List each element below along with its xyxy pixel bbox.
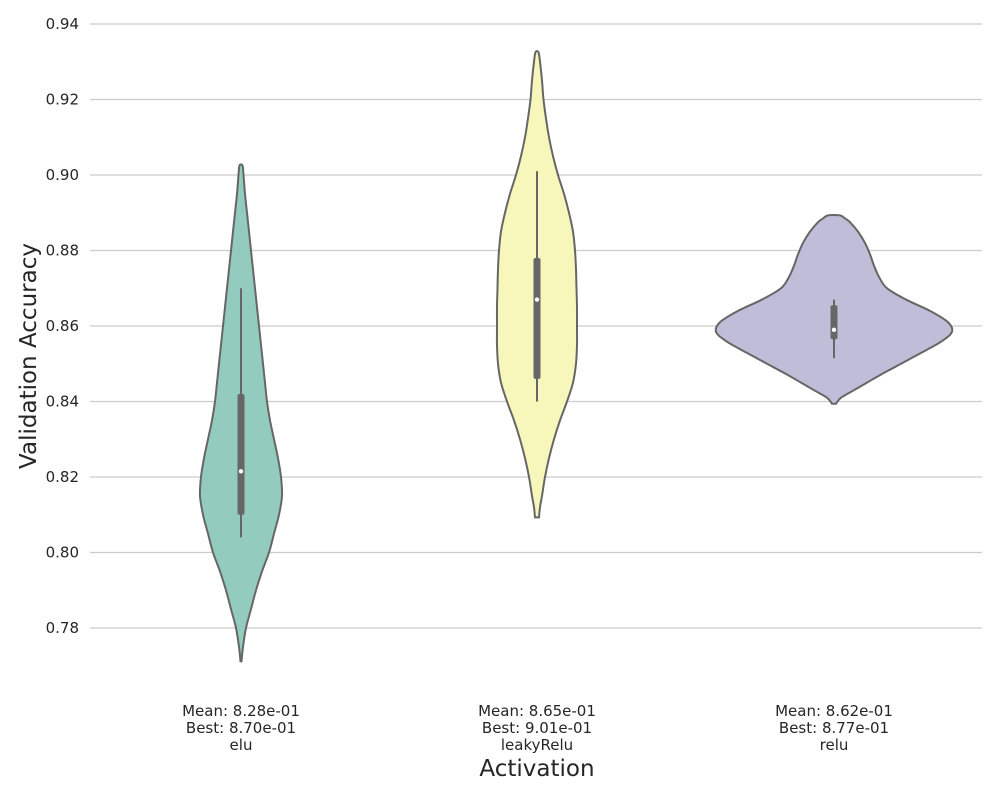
category-mean-label: Mean: 8.65e-01 — [478, 702, 596, 720]
y-axis-title: Validation Accuracy — [16, 243, 42, 469]
iqr-box-leakyRelu — [533, 258, 541, 379]
category-mean-label: Mean: 8.62e-01 — [775, 702, 893, 720]
x-axis-title: Activation — [479, 756, 594, 782]
y-tick-label: 0.84 — [46, 393, 79, 411]
median-marker-leakyRelu — [534, 297, 540, 302]
median-marker-elu — [238, 469, 244, 474]
category-name-label: elu — [230, 736, 253, 754]
y-tick-label: 0.92 — [46, 91, 79, 109]
category-best-label: Best: 8.77e-01 — [779, 719, 889, 737]
y-tick-label: 0.82 — [46, 468, 79, 486]
iqr-box-relu — [830, 305, 838, 340]
y-tick-label: 0.88 — [46, 242, 79, 260]
y-tick-label: 0.80 — [46, 544, 79, 562]
category-name-label: leakyRelu — [501, 736, 573, 754]
category-mean-label: Mean: 8.28e-01 — [182, 702, 300, 720]
y-tick-label: 0.94 — [46, 15, 79, 33]
y-tick-label: 0.86 — [46, 317, 79, 335]
y-tick-label: 0.90 — [46, 166, 79, 184]
category-best-label: Best: 8.70e-01 — [186, 719, 296, 737]
category-name-label: relu — [820, 736, 849, 754]
iqr-box-elu — [237, 393, 245, 515]
median-marker-relu — [831, 327, 837, 332]
y-tick-label: 0.78 — [46, 619, 79, 637]
category-best-label: Best: 9.01e-01 — [482, 719, 592, 737]
